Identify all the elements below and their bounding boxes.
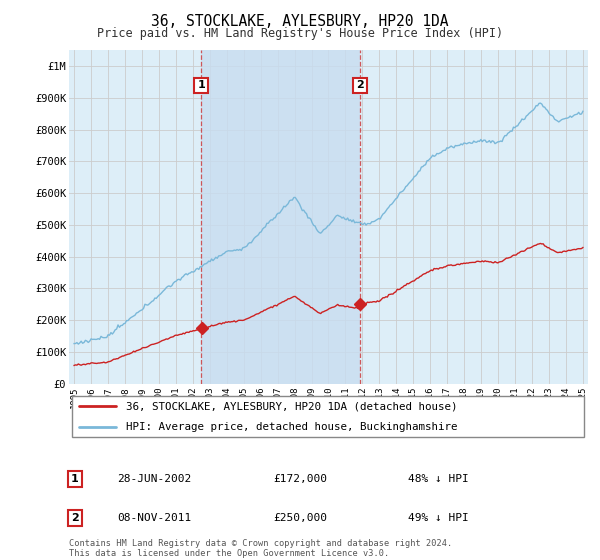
Text: 2: 2 — [356, 80, 364, 90]
Text: 36, STOCKLAKE, AYLESBURY, HP20 1DA (detached house): 36, STOCKLAKE, AYLESBURY, HP20 1DA (deta… — [126, 401, 458, 411]
Text: 28-JUN-2002: 28-JUN-2002 — [117, 474, 191, 484]
Text: HPI: Average price, detached house, Buckinghamshire: HPI: Average price, detached house, Buck… — [126, 422, 458, 432]
Text: Contains HM Land Registry data © Crown copyright and database right 2024.
This d: Contains HM Land Registry data © Crown c… — [69, 539, 452, 558]
Text: 1: 1 — [197, 80, 205, 90]
Text: £172,000: £172,000 — [273, 474, 327, 484]
Text: £250,000: £250,000 — [273, 513, 327, 523]
Text: 2: 2 — [71, 513, 79, 523]
Text: 36, STOCKLAKE, AYLESBURY, HP20 1DA: 36, STOCKLAKE, AYLESBURY, HP20 1DA — [151, 14, 449, 29]
Text: 1: 1 — [71, 474, 79, 484]
Text: 08-NOV-2011: 08-NOV-2011 — [117, 513, 191, 523]
Text: Price paid vs. HM Land Registry's House Price Index (HPI): Price paid vs. HM Land Registry's House … — [97, 27, 503, 40]
Text: 49% ↓ HPI: 49% ↓ HPI — [408, 513, 469, 523]
FancyBboxPatch shape — [71, 396, 584, 437]
Text: 48% ↓ HPI: 48% ↓ HPI — [408, 474, 469, 484]
Bar — [201, 50, 360, 384]
